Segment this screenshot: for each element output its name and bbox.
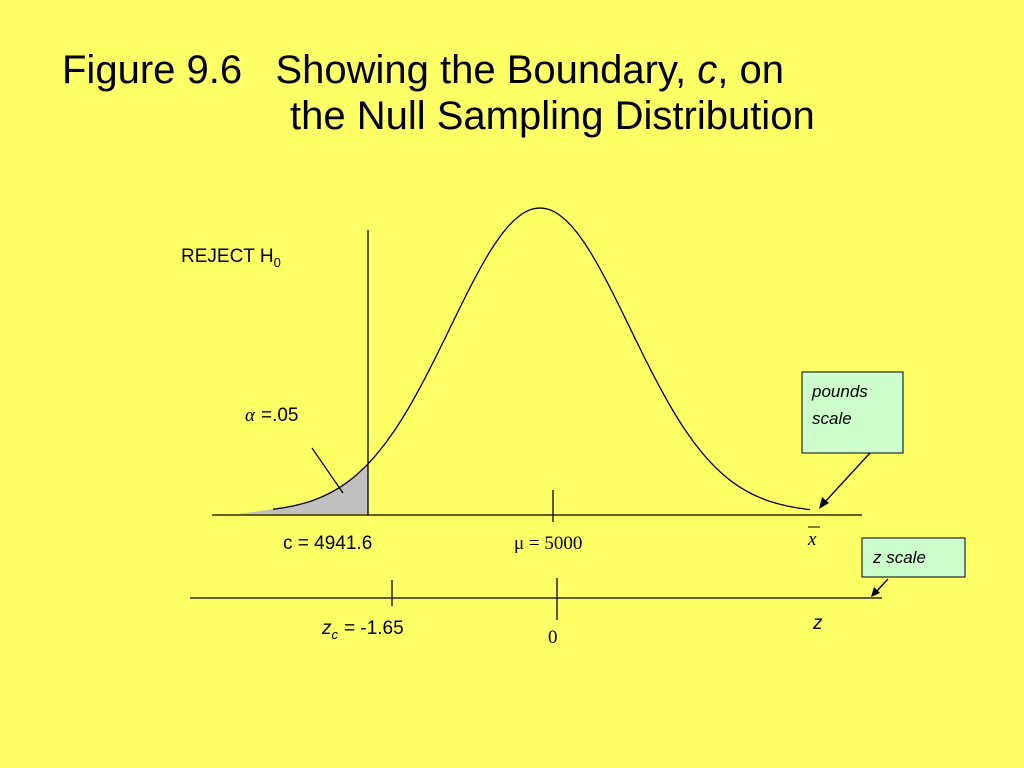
title-text: , on	[717, 48, 784, 92]
pounds-scale-box	[801, 371, 904, 454]
scale-label: scale	[812, 409, 852, 428]
alpha-symbol: α	[245, 405, 256, 426]
alpha-value: =.05	[261, 405, 299, 426]
reject-label: REJECT H0	[181, 246, 281, 270]
arrowhead	[819, 497, 829, 509]
xbar-label: x	[807, 529, 817, 550]
z-scale-label: z scale	[872, 548, 926, 567]
zc-value: = -1.65	[344, 618, 404, 639]
z-scale-box	[861, 537, 966, 578]
c-value: c = 4941.6	[283, 533, 372, 554]
title-line-1: Figure 9.6 Showing the Boundary, c, on	[62, 48, 784, 93]
title-line-2: the Null Sampling Distribution	[290, 94, 815, 138]
pounds-label: pounds	[811, 382, 868, 401]
z-arrow	[875, 578, 889, 593]
reject-subscript: 0	[274, 255, 281, 270]
pounds-arrow	[823, 452, 871, 504]
normal-curve	[272, 207, 811, 511]
rejection-area	[238, 463, 368, 514]
zc-subscript: c	[332, 627, 339, 642]
alpha-pointer	[311, 447, 344, 494]
figure-number: Figure 9.6	[62, 48, 243, 92]
zc-label: zc = -1.65	[321, 618, 404, 642]
z-axis-label: z	[812, 613, 823, 634]
title-text: Showing the Boundary,	[275, 48, 687, 92]
mu-label: μ = 5000	[514, 533, 582, 554]
arrowhead	[871, 587, 880, 597]
alpha-label: α =.05	[245, 405, 299, 426]
zc-symbol: z	[321, 618, 332, 639]
zero-label: 0	[548, 627, 558, 648]
reject-text: REJECT H	[181, 246, 274, 267]
title-italic: c	[697, 48, 718, 92]
